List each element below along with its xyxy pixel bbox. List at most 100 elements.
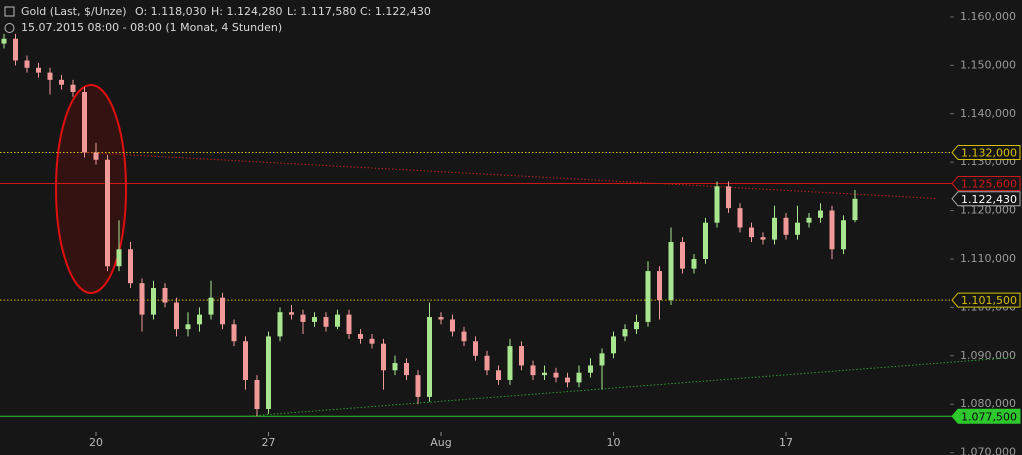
candle-body	[749, 227, 754, 238]
candle-body	[703, 222, 708, 259]
candle-body	[358, 333, 363, 339]
candle-body	[461, 331, 467, 342]
candle-body	[645, 271, 651, 322]
candle-body	[829, 210, 835, 250]
level-label: 1.125,600	[961, 177, 1017, 190]
candle-body	[151, 288, 156, 315]
candle-body	[542, 372, 547, 376]
ohlc-low: L: 1.117,580	[287, 5, 356, 18]
candle-body	[197, 314, 202, 325]
candle-body	[335, 314, 340, 327]
candle-body	[714, 186, 720, 223]
candle-body	[565, 377, 570, 383]
date-range: 15.07.2015 08:00 - 08:00 (1 Monat, 4 Stu…	[21, 21, 282, 34]
candle-body	[588, 365, 593, 373]
candle-body	[427, 317, 432, 397]
instrument-title: Gold (Last, $/Unze)	[21, 5, 127, 18]
last-price-label-box	[951, 191, 1021, 207]
trend-line	[245, 356, 1017, 417]
ohlc-open: O: 1.118,030	[135, 5, 207, 18]
y-tick-label: 1.160,000	[960, 10, 1016, 23]
level-label: 1.077,500	[961, 410, 1017, 423]
ohlc-high: H: 1.124,280	[211, 5, 282, 18]
candle-body	[243, 341, 248, 380]
candle-body	[496, 370, 501, 380]
candle-body	[530, 365, 536, 376]
candle-body	[484, 355, 490, 371]
x-tick-label: 27	[262, 436, 276, 449]
candle-body	[760, 237, 766, 240]
candle-body	[59, 79, 64, 85]
y-tick-label: 1.150,000	[960, 58, 1016, 71]
candle-body	[128, 249, 133, 284]
level-label: 1.132,000	[961, 146, 1017, 159]
candle-body	[36, 67, 41, 73]
candle-body	[277, 312, 283, 337]
candle-body	[450, 319, 455, 332]
y-tick-label: 1.070,000	[960, 446, 1016, 455]
level-label-box	[951, 292, 1021, 308]
x-tick-label: 17	[779, 436, 793, 449]
candle-body	[300, 314, 306, 322]
candle-body	[783, 217, 789, 235]
candle-body	[611, 336, 616, 354]
candle-body	[289, 312, 294, 315]
x-tick-label: 20	[89, 436, 103, 449]
candle-body	[553, 372, 559, 378]
y-tick-label: 1.090,000	[960, 349, 1016, 362]
clock-icon	[4, 23, 15, 33]
candle-body	[726, 186, 731, 209]
candle-body	[174, 302, 179, 330]
candle-body	[795, 222, 800, 235]
candle-body	[1, 38, 7, 44]
candle-body	[668, 242, 674, 301]
candle-body	[680, 242, 685, 269]
candle-body	[507, 346, 513, 380]
y-tick-label: 1.080,000	[960, 397, 1016, 410]
candle-body	[116, 249, 122, 267]
candle-body	[599, 353, 605, 366]
candle-body	[818, 210, 823, 218]
candle-body	[24, 60, 30, 68]
candle-body	[438, 317, 444, 320]
candle-body	[369, 338, 375, 344]
candle-body	[208, 297, 214, 315]
x-tick-label: 10	[607, 436, 621, 449]
candle-body	[82, 91, 87, 153]
candle-body	[70, 84, 76, 92]
candle-body	[139, 283, 145, 315]
candle-body	[93, 152, 99, 160]
level-label-box	[951, 144, 1021, 160]
candle-body	[576, 372, 582, 383]
candle-body	[691, 258, 697, 269]
level-label: 1.101,500	[961, 294, 1017, 307]
candle-body	[231, 324, 237, 342]
candle-body	[254, 379, 260, 410]
last-price-label: 1.122,430	[961, 193, 1017, 206]
candle-body	[737, 208, 743, 228]
x-tick-label: Aug	[430, 436, 451, 449]
header: Gold (Last, $/Unze) O: 1.118,030 H: 1.12…	[4, 5, 431, 34]
level-label-box	[951, 175, 1021, 191]
highlight-ellipse	[55, 84, 127, 294]
level-label-box	[951, 408, 1021, 424]
candle-body	[806, 217, 812, 223]
candle-body	[312, 317, 317, 322]
candle-body	[772, 217, 777, 240]
y-tick-label: 1.110,000	[960, 252, 1016, 265]
candle-body	[105, 159, 110, 267]
candle-body	[220, 297, 225, 325]
candle-body	[657, 271, 662, 301]
candle-body	[473, 341, 478, 356]
candle-body	[47, 72, 53, 80]
candle-body	[13, 38, 18, 61]
y-tick-label: 1.140,000	[960, 107, 1016, 120]
y-tick-label: 1.120,000	[960, 204, 1016, 217]
candle-body	[323, 317, 329, 327]
candle-body	[266, 336, 271, 410]
candle-body	[841, 220, 846, 250]
candle-body	[185, 324, 191, 330]
